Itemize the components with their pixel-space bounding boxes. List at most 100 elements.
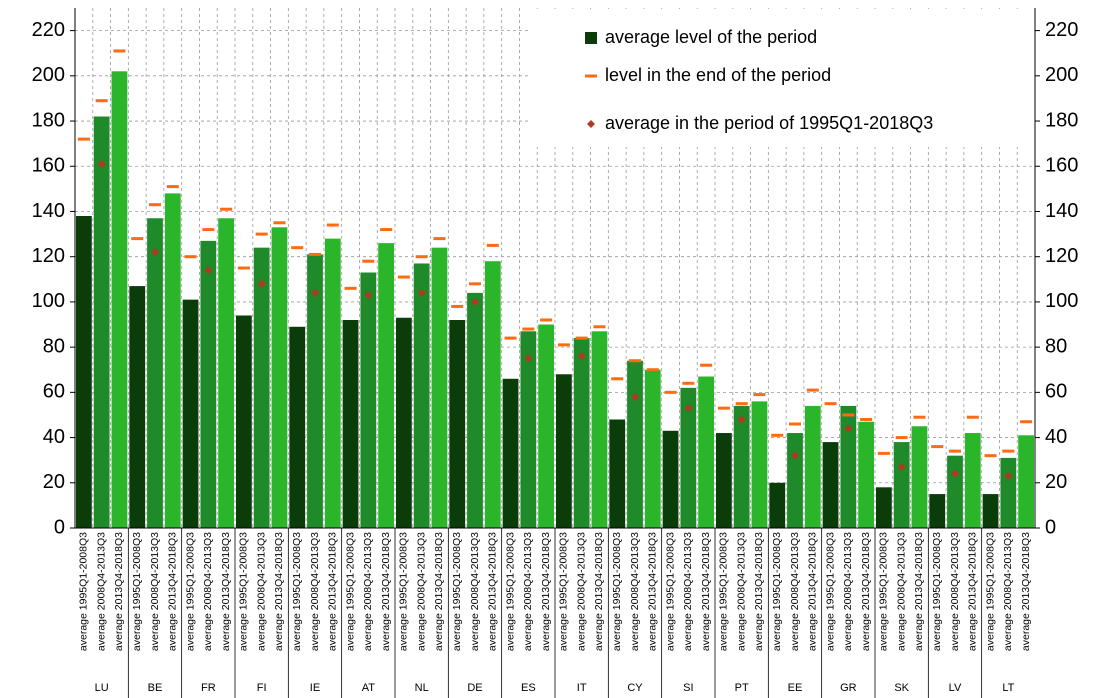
overall-average-marker [471, 297, 479, 306]
bar [324, 238, 341, 528]
y2-tick-label: 60 [1045, 381, 1067, 403]
period-label: average 2013Q4-2018Q3 [113, 532, 125, 651]
bar [431, 247, 448, 529]
group-label: AT [362, 682, 376, 694]
bar [840, 405, 857, 528]
bar [76, 216, 92, 528]
bar [751, 401, 768, 528]
bar [858, 421, 874, 528]
overall-average-marker [737, 415, 746, 424]
bar [982, 494, 999, 528]
period-label: average 2008Q4-2013Q3 [789, 532, 801, 651]
bar [342, 320, 359, 528]
bar [467, 292, 483, 528]
overall-average-marker [1004, 472, 1013, 480]
period-label: average 1995Q1-2008Q3 [984, 532, 996, 651]
bar [236, 315, 252, 528]
bar [253, 247, 270, 529]
bar [484, 261, 501, 528]
bar [893, 442, 910, 528]
group-label: PT [735, 682, 749, 694]
period-label: average 1995Q1-2008Q3 [878, 532, 890, 651]
period-label: average 2008Q4-2013Q3 [362, 532, 374, 651]
period-label: average 2013Q4-2018Q3 [273, 532, 285, 651]
group-label: LT [1002, 682, 1014, 694]
bar [289, 326, 306, 528]
bar [556, 374, 572, 528]
period-label: average 1995Q1-2008Q3 [184, 532, 196, 651]
period-label: average 1995Q1-2008Q3 [771, 532, 783, 651]
period-label: average 2008Q4-2013Q3 [735, 532, 747, 651]
overall-average-marker [364, 291, 373, 300]
bar [680, 387, 697, 528]
bar [538, 324, 554, 528]
period-label: average 1995Q1-2008Q3 [504, 532, 516, 651]
bar [93, 116, 110, 529]
overall-average-marker [311, 288, 319, 297]
period-label: average 1995Q1-2008Q3 [931, 532, 943, 651]
group-label: IT [577, 682, 587, 694]
bar [396, 317, 412, 528]
period-label: average 2013Q4-2018Q3 [1020, 532, 1032, 651]
y-tick-label: 180 [32, 109, 65, 131]
group-label: IE [310, 682, 320, 694]
y-tick-label: 20 [43, 471, 65, 493]
period-label: average 2008Q4-2013Q3 [842, 532, 854, 651]
period-label: average 1995Q1-2008Q3 [718, 532, 730, 651]
period-label: average 2013Q4-2018Q3 [540, 532, 552, 651]
bar [1000, 457, 1017, 528]
bar [502, 378, 519, 528]
y2-tick-label: 200 [1045, 64, 1078, 86]
period-label: average 2008Q4-2013Q3 [949, 532, 961, 651]
period-label: average 1995Q1-2008Q3 [664, 532, 676, 651]
bar [769, 482, 786, 528]
y-tick-label: 0 [54, 516, 65, 538]
group-label: LV [949, 682, 962, 694]
group-label: FR [201, 682, 216, 694]
y-tick-label: 140 [32, 200, 65, 222]
period-label: average 1995Q1-2008Q3 [131, 532, 143, 651]
bar [609, 419, 626, 528]
overall-average-marker [577, 352, 586, 361]
period-label: average 2013Q4-2018Q3 [700, 532, 712, 651]
period-label: average 1995Q1-2008Q3 [344, 532, 356, 651]
group-label: CY [627, 682, 643, 694]
bar [378, 243, 394, 528]
y2-tick-label: 180 [1045, 109, 1078, 131]
period-label: average 1995Q1-2008Q3 [451, 532, 463, 651]
y2-tick-label: 80 [1045, 335, 1067, 357]
group-label: BE [148, 682, 163, 694]
bar [182, 299, 199, 528]
period-label: average 2013Q4-2018Q3 [967, 532, 979, 651]
period-label: average 2008Q4-2013Q3 [895, 532, 907, 651]
y2-tick-label: 140 [1045, 200, 1078, 222]
period-label: average 2013Q4-2018Q3 [487, 532, 499, 651]
bar [573, 338, 590, 528]
y2-tick-label: 0 [1045, 516, 1056, 538]
period-label: average 1995Q1-2008Q3 [824, 532, 836, 651]
bar [360, 272, 377, 528]
bar [147, 218, 163, 528]
y-tick-label: 60 [43, 381, 65, 403]
overall-average-marker [151, 248, 159, 257]
period-label: average 2013Q4-2018Q3 [220, 532, 232, 651]
period-label: average 1995Q1-2008Q3 [398, 532, 410, 651]
bar [822, 442, 839, 528]
bar [111, 71, 128, 528]
y-tick-label: 80 [43, 335, 65, 357]
bar [271, 227, 288, 528]
legend-label: level in the end of the period [605, 65, 831, 85]
period-label: average 2008Q4-2013Q3 [309, 532, 321, 651]
group-label: SI [683, 682, 693, 694]
y2-tick-label: 120 [1045, 245, 1078, 267]
bar [662, 430, 679, 528]
overall-average-marker [951, 469, 959, 478]
legend-label: average level of the period [605, 27, 817, 47]
period-label: average 2008Q4-2013Q3 [469, 532, 481, 651]
group-label: ES [521, 682, 536, 694]
bar [164, 193, 181, 529]
overall-average-marker [257, 279, 266, 288]
period-label: average 2008Q4-2013Q3 [682, 532, 694, 651]
bar [876, 487, 892, 528]
